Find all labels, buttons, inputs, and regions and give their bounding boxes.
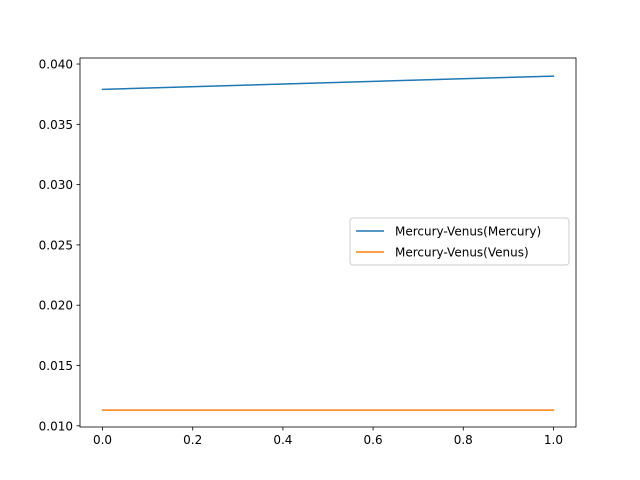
legend-label-2: Mercury-Venus(Venus) xyxy=(395,246,529,260)
y-tick-label: 0.015 xyxy=(39,359,73,373)
x-tick-label: 0.2 xyxy=(183,433,202,447)
y-tick-label: 0.020 xyxy=(39,299,73,313)
axes-layer: 0.0 0.2 0.4 0.6 0.8 1.0 0.010 0.015 0.020 0.025 0.… xyxy=(39,57,577,447)
legend-box xyxy=(349,217,570,266)
series-line-1 xyxy=(101,75,555,91)
y-tick-label: 0.035 xyxy=(39,118,73,132)
y-tick-label: 0.030 xyxy=(39,178,73,192)
legend: Mercury-Venus(Mercury) Mercury-Venus(Venu… xyxy=(349,217,570,266)
x-tick-label: 1.0 xyxy=(544,433,563,447)
x-tick-label: 0.6 xyxy=(364,433,383,447)
y-tick-label: 0.040 xyxy=(39,58,73,72)
series-layer xyxy=(101,75,555,411)
y-tick-label: 0.025 xyxy=(39,238,73,252)
x-tick-label: 0.4 xyxy=(273,433,292,447)
x-tick-label: 0.8 xyxy=(454,433,473,447)
legend-label-1: Mercury-Venus(Mercury) xyxy=(395,225,541,239)
x-tick-label: 0.0 xyxy=(93,433,112,447)
y-tick-label: 0.010 xyxy=(39,419,73,433)
plot-frame xyxy=(79,57,577,428)
